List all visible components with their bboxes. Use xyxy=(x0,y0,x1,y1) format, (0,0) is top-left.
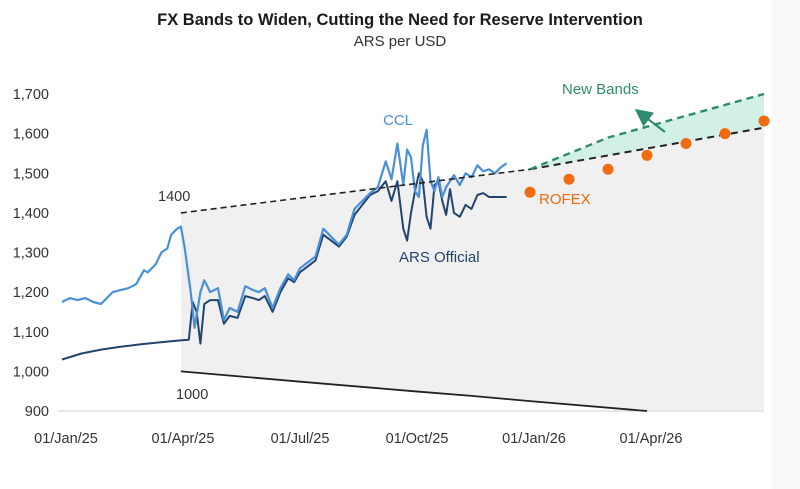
y-tick-label: 1,400 xyxy=(13,206,49,222)
x-tick-label: 01/Apr/26 xyxy=(620,431,683,447)
y-tick-label: 1,000 xyxy=(13,364,49,380)
series-ars-official-line xyxy=(61,172,507,361)
x-tick-label: 01/Oct/25 xyxy=(386,431,449,447)
x-tick-label: 01/Jan/25 xyxy=(34,431,98,447)
y-tick-label: 900 xyxy=(25,404,49,420)
rofex-point xyxy=(719,128,731,140)
chart-subtitle: ARS per USD xyxy=(353,33,447,50)
new-bands-upper-line xyxy=(529,92,765,171)
new-bands-arrow xyxy=(634,109,666,133)
y-tick-label: 1,300 xyxy=(13,246,49,262)
annotation-ccl: CCL xyxy=(383,112,413,129)
y-tick-label: 1,700 xyxy=(13,87,49,103)
rofex-point xyxy=(758,115,770,127)
band-lower-old-line xyxy=(180,370,648,412)
series-ccl-line xyxy=(61,128,508,329)
y-tick-label: 1,200 xyxy=(13,285,49,301)
mask-above-band xyxy=(180,60,764,213)
rofex-point xyxy=(602,163,614,175)
x-tick-label: 01/Jan/26 xyxy=(502,431,566,447)
band-upper-old-line xyxy=(180,168,531,214)
y-tick-label: 1,100 xyxy=(13,325,49,341)
annotation-new-bands: New Bands xyxy=(562,81,639,98)
x-tick-label: 01/Jul/25 xyxy=(271,431,330,447)
right-margin xyxy=(772,0,800,489)
annotation-rofex: ROFEX xyxy=(539,191,591,208)
chart-title: FX Bands to Widen, Cutting the Need for … xyxy=(157,11,643,29)
y-tick-label: 1,600 xyxy=(13,127,49,143)
rofex-point xyxy=(524,186,536,198)
rofex-point xyxy=(641,149,653,161)
rofex-point xyxy=(563,173,575,185)
rofex-point xyxy=(680,138,692,150)
annotation-band-1400: 1400 xyxy=(158,189,190,205)
mask-below-band xyxy=(180,371,647,411)
annotation-ars-official: ARS Official xyxy=(399,249,480,266)
annotation-band-1000: 1000 xyxy=(176,387,208,403)
x-tick-label: 01/Apr/25 xyxy=(152,431,215,447)
new-bands-fill xyxy=(530,94,764,170)
y-tick-label: 1,500 xyxy=(13,166,49,182)
